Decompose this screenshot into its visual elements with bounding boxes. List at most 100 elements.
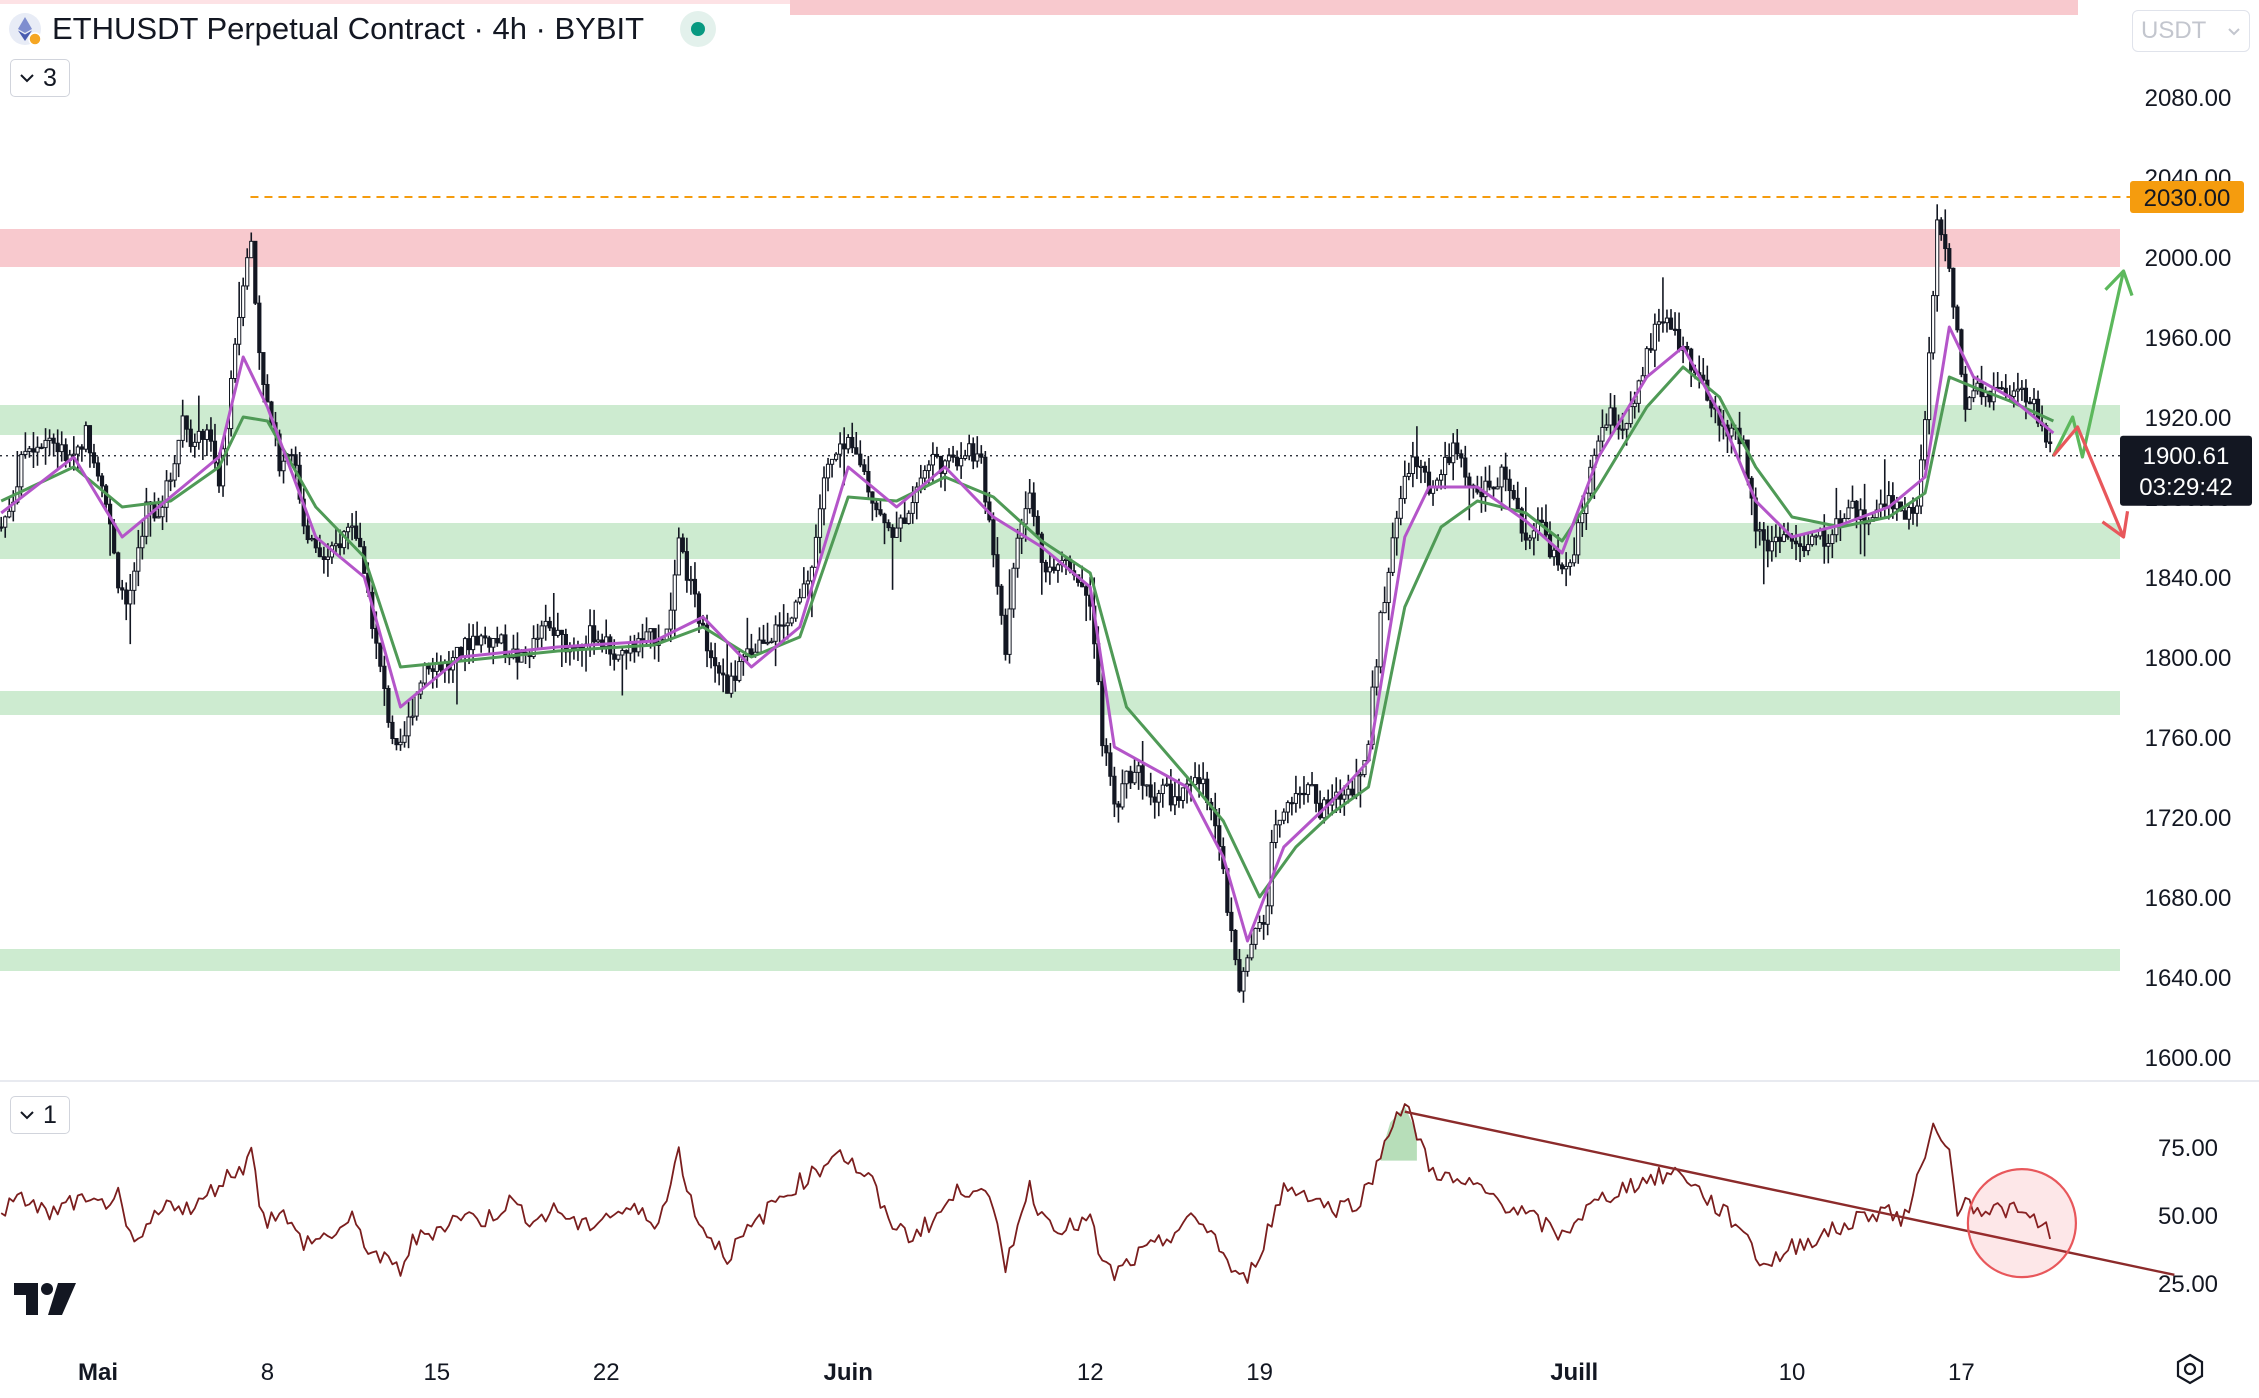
chart-header: ETHUSDT Perpetual Contract · 4h · BYBIT [0, 0, 717, 58]
candle-body [749, 648, 754, 656]
candle-body [781, 624, 786, 627]
candle-body [2027, 401, 2033, 405]
candle-body [668, 609, 673, 630]
candle-body [1769, 541, 1774, 552]
chevron-down-icon [2228, 27, 2240, 35]
candle-body [1914, 505, 1920, 514]
candle-body [87, 425, 93, 454]
candle-body [821, 477, 827, 510]
candle-body [959, 457, 964, 467]
candle-body [390, 721, 395, 740]
candle-body [620, 650, 625, 656]
candle-body [261, 352, 266, 385]
candle-body [1685, 345, 1690, 350]
candle-body [838, 443, 843, 455]
settings-icon[interactable] [2174, 1353, 2206, 1385]
candle-body [1245, 957, 1250, 972]
tradingview-logo-icon[interactable] [14, 1283, 76, 1315]
candle-body [551, 627, 556, 636]
candle-body [410, 715, 415, 718]
x-tick-label: 8 [261, 1359, 274, 1386]
candle-body [7, 510, 12, 518]
candle-body [309, 537, 314, 541]
candle-body [898, 517, 903, 529]
candle-body [688, 578, 693, 582]
candle-body [858, 453, 863, 466]
candle-body [1560, 564, 1565, 570]
candle-body [1217, 825, 1222, 848]
candle-body [499, 634, 504, 644]
resistance-zone [0, 229, 2120, 267]
y-tick-label: 1680.00 [2145, 885, 2232, 912]
symbol-title[interactable]: ETHUSDT Perpetual Contract · 4h · BYBIT [52, 11, 645, 46]
price-zones [0, 0, 2120, 971]
candle-body [257, 302, 262, 354]
candle-body [1507, 478, 1512, 492]
candle-body [1927, 352, 1932, 421]
candle-body [1172, 796, 1178, 806]
candle-body [1455, 442, 1460, 455]
candle-body [382, 665, 387, 689]
candle-body [1305, 784, 1311, 795]
candle-body [842, 443, 847, 450]
candle-body [95, 462, 101, 477]
candle-body [680, 537, 685, 553]
candle-body [999, 585, 1004, 616]
candle-body [592, 625, 597, 643]
candle-body [1160, 784, 1165, 795]
y-tick-label: 1640.00 [2145, 965, 2232, 992]
candle-body [1668, 317, 1674, 330]
candle-body [862, 464, 867, 472]
candle-body [160, 506, 165, 518]
candle-body [793, 601, 798, 619]
candle-body [23, 450, 28, 456]
bearish-scenario-arrow[interactable] [2052, 425, 2130, 539]
candle-body [531, 638, 536, 658]
candle-body [27, 448, 32, 452]
x-tick-label: 19 [1246, 1359, 1273, 1386]
candle-body [1116, 803, 1121, 808]
candle-body [854, 447, 859, 455]
main-indicators-toggle[interactable]: 3 [10, 59, 70, 97]
currency-selector[interactable]: USDT [2132, 10, 2250, 52]
candle-body [1136, 765, 1141, 773]
candle-body [1773, 536, 1778, 543]
candle-body [1358, 774, 1363, 777]
candle-body [1003, 614, 1008, 655]
candle-body [1483, 480, 1488, 498]
main-price-pane[interactable] [0, 204, 2055, 1003]
candle-body [1293, 793, 1299, 804]
rsi-trendline[interactable] [1404, 1110, 2175, 1277]
candle-body [648, 628, 653, 633]
rsi-overbought-fill [1380, 1106, 1417, 1161]
candle-body [926, 464, 931, 472]
x-tick-label: 17 [1948, 1359, 1975, 1386]
candle-body [462, 638, 468, 658]
candle-body [1031, 492, 1036, 517]
candle-body [321, 556, 326, 560]
rsi-pane[interactable] [0, 1103, 2051, 1284]
candle-body [220, 448, 226, 487]
y-tick-label: 1600.00 [2145, 1045, 2232, 1072]
candle-body [1201, 778, 1206, 785]
candle-body [829, 458, 835, 465]
candle-body [1406, 473, 1411, 477]
rsi-indicators-toggle[interactable]: 1 [10, 1096, 70, 1134]
bullish-scenario-arrow[interactable] [2051, 269, 2134, 459]
candle-body [878, 509, 883, 515]
candle-body [1624, 423, 1629, 430]
last-price-label: 1900.61 [2143, 443, 2230, 470]
candle-body [1112, 775, 1117, 805]
candle-body [1902, 510, 1908, 520]
rsi-highlight-circle[interactable] [1966, 1168, 2078, 1279]
candle-body [721, 672, 726, 676]
candle-body [938, 455, 944, 474]
candle-body [1229, 911, 1234, 932]
candle-body [1551, 549, 1557, 558]
candle-body [354, 525, 359, 539]
candle-body [773, 624, 778, 642]
support-zone [0, 691, 2120, 715]
candle-body [737, 661, 742, 681]
candle-body [430, 668, 435, 672]
